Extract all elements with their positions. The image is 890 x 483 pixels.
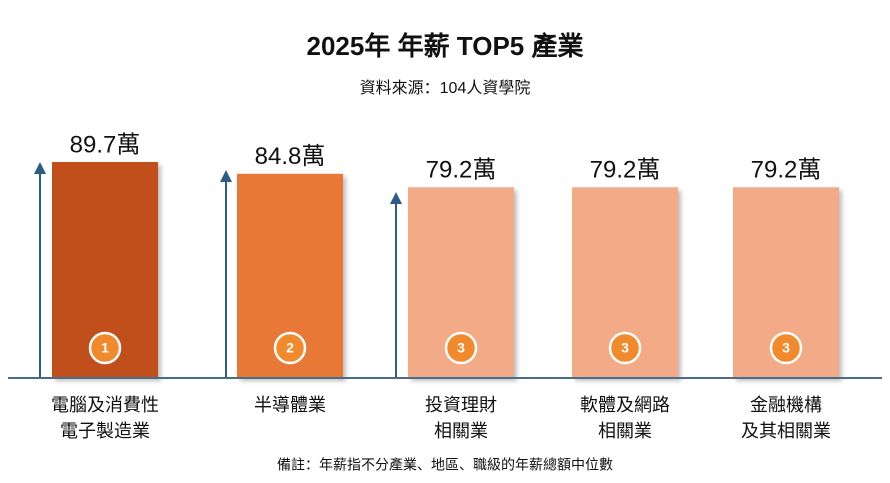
- category-label: 相關業: [434, 421, 488, 441]
- category-label: 相關業: [598, 421, 652, 441]
- category-label: 軟體及網路: [580, 395, 670, 415]
- category-label: 投資理財: [425, 395, 497, 415]
- rank-badge: [444, 331, 478, 365]
- rank-label: 3: [457, 340, 465, 356]
- rank-badge: [769, 331, 803, 365]
- category-label: 電腦及消費性: [51, 395, 159, 415]
- rank-badge: [608, 331, 642, 365]
- value-label: 79.2萬: [426, 157, 497, 184]
- rank-label: 3: [782, 340, 790, 356]
- rank-badge: [88, 331, 122, 365]
- category-label: 電子製造業: [60, 421, 150, 441]
- value-label: 79.2萬: [751, 157, 822, 184]
- category-label: 及其相關業: [741, 421, 831, 441]
- footnote: 備註：年薪指不分產業、地區、職級的年薪總額中位數: [277, 457, 613, 473]
- category-label: 半導體業: [254, 395, 326, 415]
- rank-label: 3: [621, 340, 629, 356]
- chart-subtitle: 資料來源：104人資學院: [360, 79, 531, 97]
- value-label: 79.2萬: [590, 157, 661, 184]
- rank-label: 2: [286, 340, 294, 356]
- value-label: 84.8萬: [255, 143, 326, 170]
- rank-badge: [273, 331, 307, 365]
- category-label: 金融機構: [750, 395, 822, 415]
- value-label: 89.7萬: [70, 131, 141, 158]
- rank-label: 1: [101, 340, 109, 356]
- chart-title: 2025年 年薪 TOP5 產業: [307, 31, 584, 61]
